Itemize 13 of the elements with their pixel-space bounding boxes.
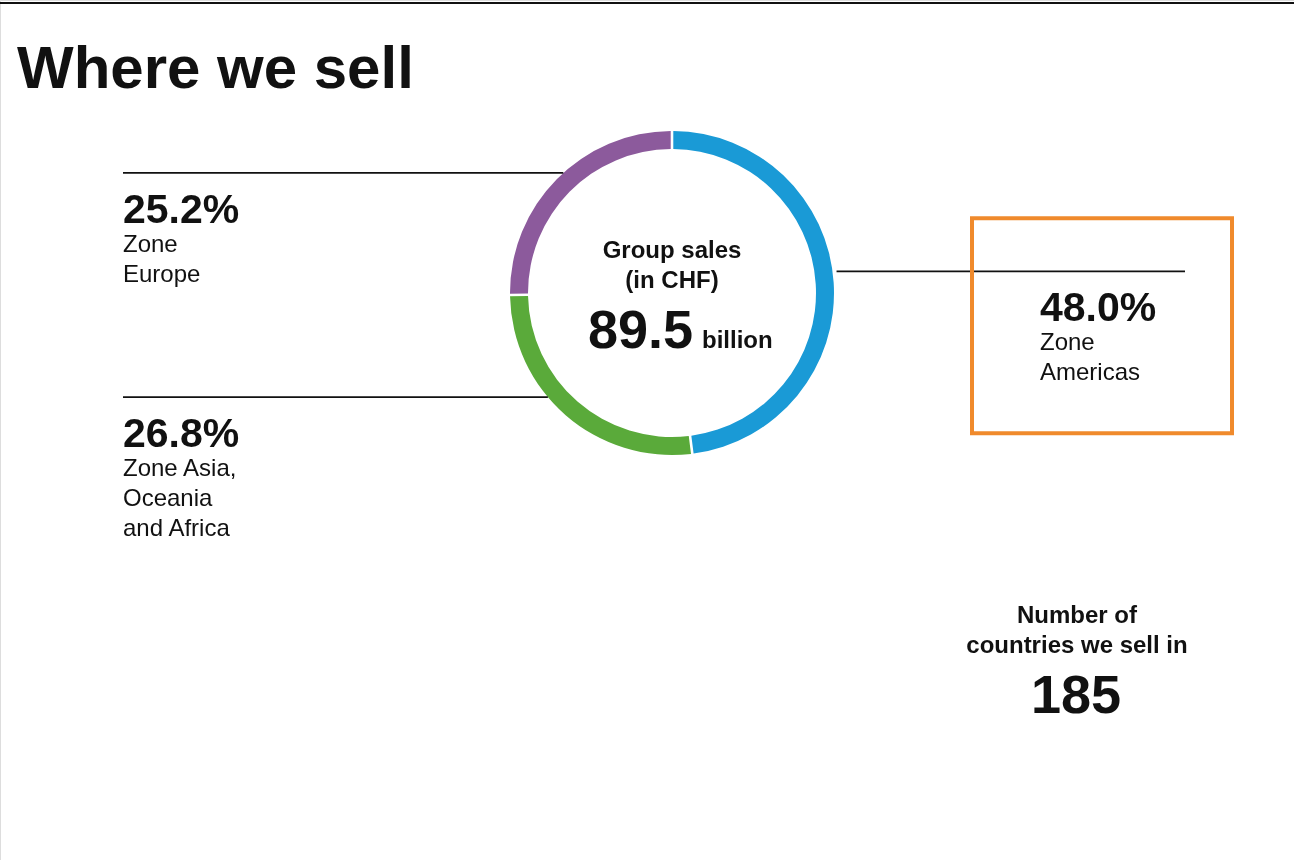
text: 185 xyxy=(1030,664,1122,724)
donut-slice xyxy=(510,296,692,455)
data-label: 25.2% xyxy=(123,185,240,232)
data-label: 48.0% xyxy=(1040,284,1157,331)
slice-label: Zone Americas xyxy=(1040,328,1141,386)
slice-label: Zone Europe xyxy=(123,229,201,287)
slice-label: Zone Asia, Oceania and Africa xyxy=(123,454,237,542)
data-label: 26.8% xyxy=(123,410,240,457)
text: Number of countries we sell in xyxy=(966,601,1188,658)
chart-title: Where we sell xyxy=(17,34,414,101)
text: billion xyxy=(702,326,773,353)
text: Group sales (in CHF) xyxy=(602,236,742,293)
text: 89.5 xyxy=(587,299,693,359)
